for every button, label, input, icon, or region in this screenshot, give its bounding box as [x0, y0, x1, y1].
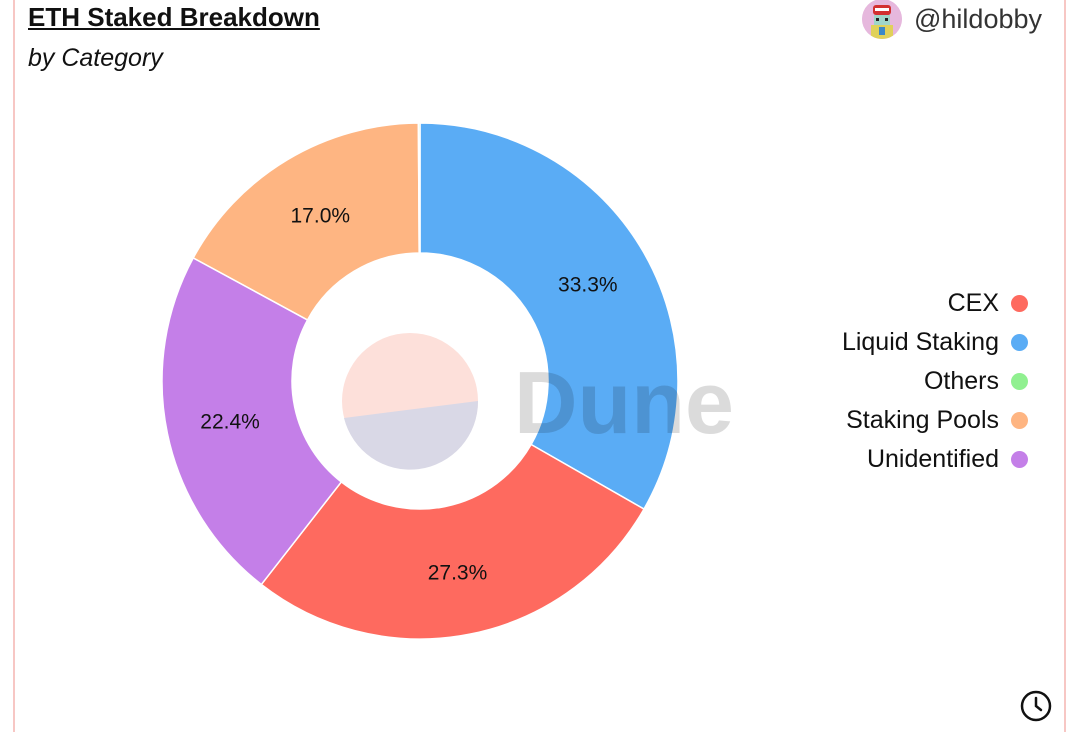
- legend-swatch: [1011, 412, 1028, 429]
- chart-legend: CEX Liquid Staking Others Staking Pools Unid…: [842, 284, 1028, 479]
- frame-border-left: [13, 0, 15, 732]
- legend-item-others[interactable]: Others: [842, 362, 1028, 401]
- legend-item-liquid-staking[interactable]: Liquid Staking: [842, 323, 1028, 362]
- watermark-text: Dune: [514, 353, 734, 452]
- legend-label: Liquid Staking: [841, 328, 999, 356]
- chart-subtitle: by Category: [28, 44, 163, 72]
- legend-swatch: [1011, 451, 1028, 468]
- watermark-disc-bottom: [344, 401, 479, 470]
- legend-swatch: [1011, 295, 1028, 312]
- data-label-cex: 27.3%: [428, 561, 488, 584]
- slices-layer: [161, 122, 679, 640]
- legend-item-unidentified[interactable]: Unidentified: [842, 440, 1028, 479]
- labels-layer: 33.3% 27.3% 22.4% 17.0%: [200, 205, 617, 585]
- data-label-staking-pools: 17.0%: [291, 205, 351, 228]
- legend-swatch: [1011, 373, 1028, 390]
- slice-others[interactable]: [417, 122, 421, 254]
- slice-staking-pools[interactable]: [192, 122, 420, 321]
- author-handle: @hildobby: [914, 3, 1042, 34]
- legend-item-cex[interactable]: CEX: [842, 284, 1028, 323]
- legend-label: Unidentified: [866, 445, 999, 473]
- dune-watermark: Dune: [342, 333, 734, 470]
- avatar-icon: [862, 0, 902, 39]
- legend-swatch: [1011, 334, 1028, 351]
- slice-unidentified[interactable]: [161, 256, 343, 586]
- clock-icon[interactable]: [1019, 689, 1053, 723]
- legend-label: Staking Pools: [846, 406, 999, 434]
- frame-border-right: [1064, 0, 1066, 732]
- chart-title[interactable]: ETH Staked Breakdown: [28, 2, 320, 32]
- legend-label: Others: [923, 367, 999, 395]
- data-label-unidentified: 22.4%: [200, 411, 260, 434]
- legend-item-staking-pools[interactable]: Staking Pools: [842, 401, 1028, 440]
- legend-label: CEX: [947, 289, 999, 317]
- slice-cex[interactable]: [260, 443, 645, 640]
- author-link[interactable]: @hildobby: [862, 0, 1042, 39]
- data-label-liquid-staking: 33.3%: [558, 274, 618, 297]
- slice-liquid-staking[interactable]: [419, 122, 679, 511]
